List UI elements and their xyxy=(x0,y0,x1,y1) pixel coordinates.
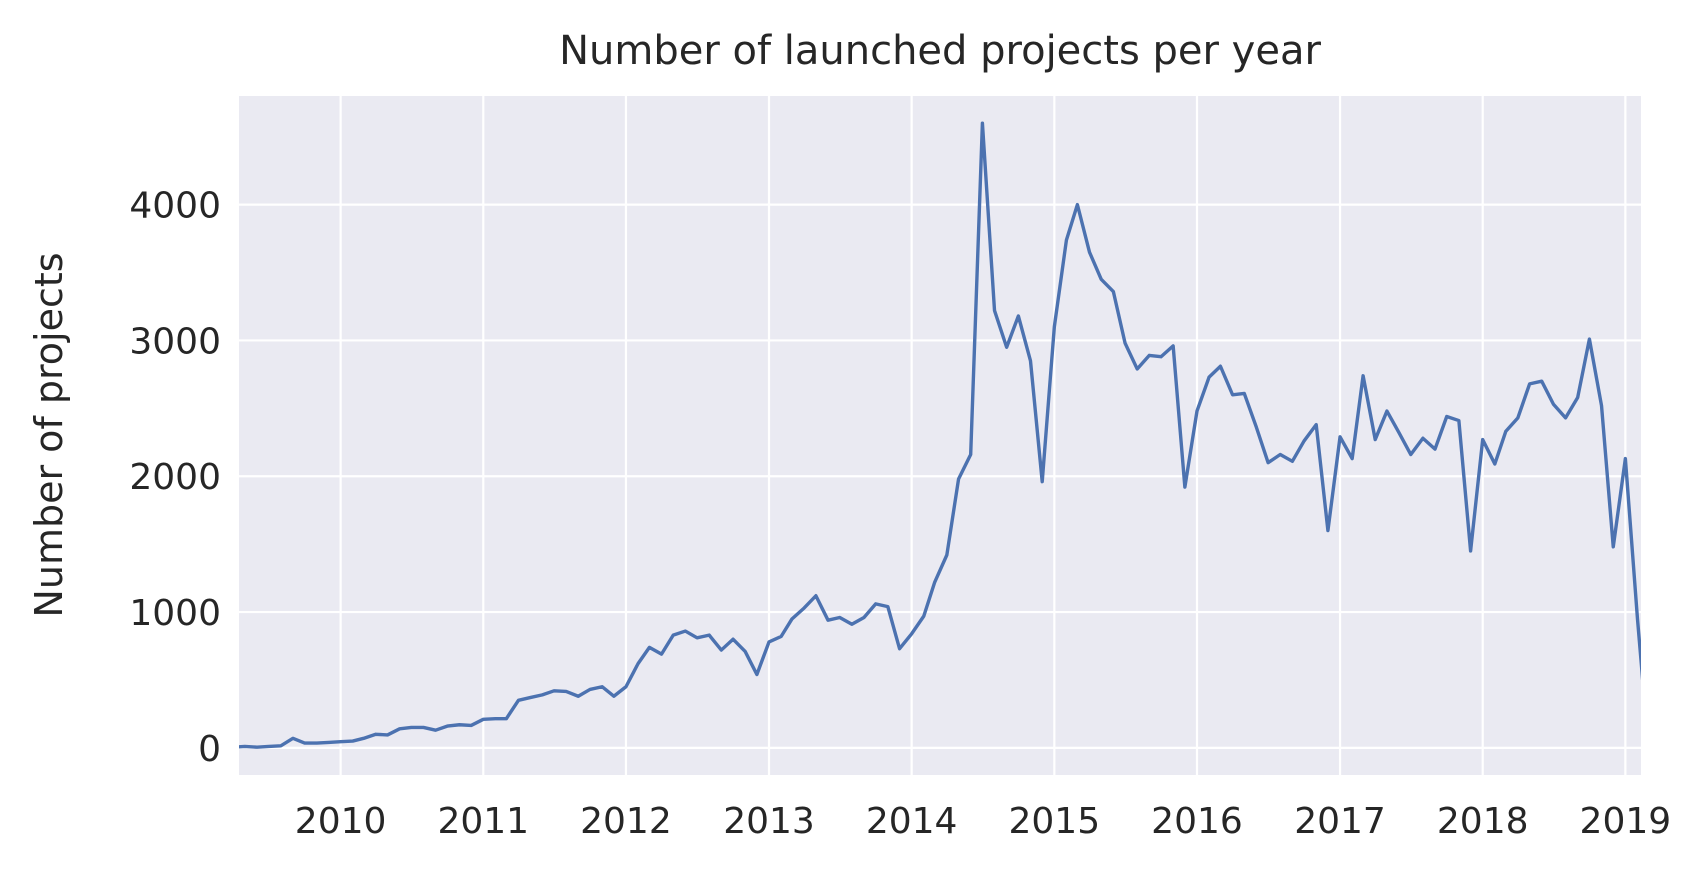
x-tick-label: 2013 xyxy=(723,801,815,842)
y-tick-labels: 0 1000 2000 3000 4000 xyxy=(129,186,221,770)
x-tick-label: 2014 xyxy=(866,801,958,842)
x-tick-label: 2011 xyxy=(437,801,529,842)
plot-background xyxy=(239,96,1641,775)
series-line xyxy=(239,121,1641,749)
y-tick-label: 1000 xyxy=(129,593,221,634)
y-tick-label: 3000 xyxy=(129,321,221,362)
gridlines xyxy=(239,96,1641,775)
y-tick-label: 4000 xyxy=(129,186,221,227)
x-tick-labels: 2010 2011 2012 2013 2014 2015 2016 2017 2018 2019 xyxy=(295,801,1671,842)
x-tick-label: 2016 xyxy=(1151,801,1243,842)
y-tick-label: 0 xyxy=(198,729,221,770)
chart-title: Number of launched projects per year xyxy=(559,28,1321,74)
x-tick-label: 2018 xyxy=(1437,801,1529,842)
x-tick-label: 2012 xyxy=(580,801,672,842)
x-tick-label: 2015 xyxy=(1009,801,1101,842)
y-tick-label: 2000 xyxy=(129,457,221,498)
x-tick-label: 2010 xyxy=(295,801,387,842)
y-axis-label: Number of projects xyxy=(27,252,71,617)
x-tick-label: 2019 xyxy=(1580,801,1672,842)
x-tick-label: 2017 xyxy=(1294,801,1386,842)
